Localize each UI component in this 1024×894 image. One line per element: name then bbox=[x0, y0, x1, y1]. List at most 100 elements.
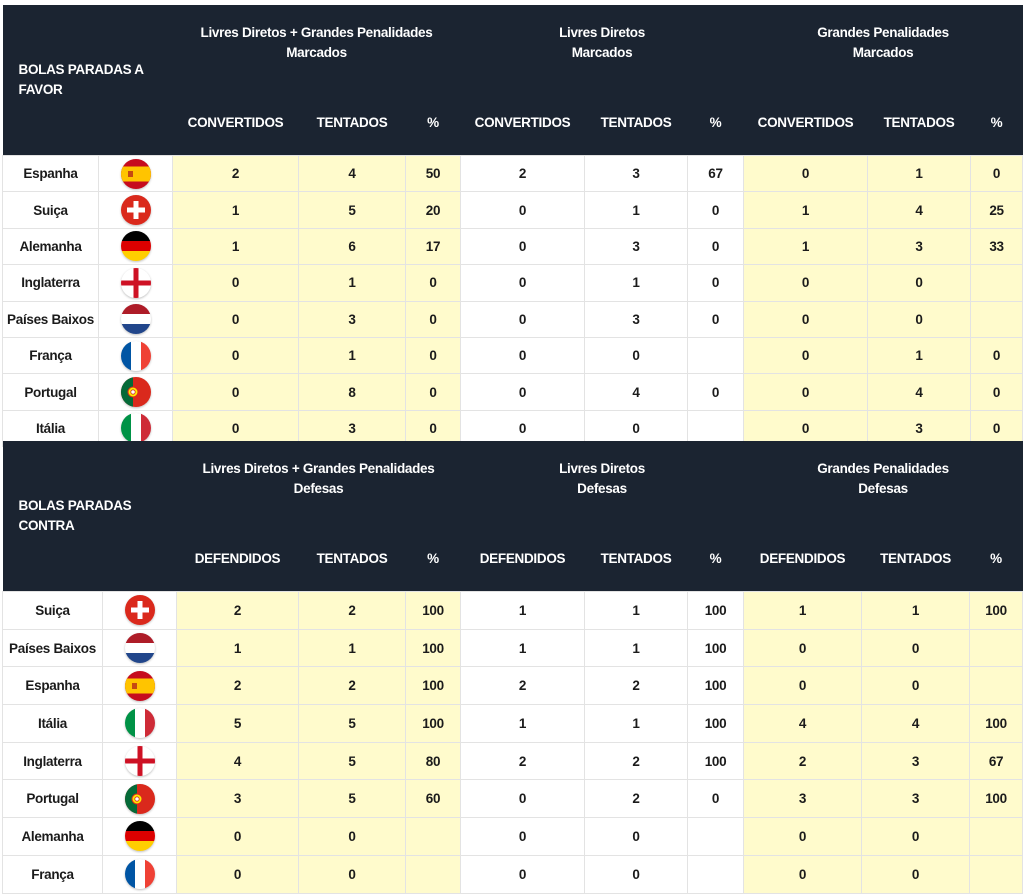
stat-cell: 3 bbox=[743, 779, 863, 819]
column-header: TENTADOS bbox=[298, 549, 406, 592]
stat-cell: 0 bbox=[970, 373, 1024, 411]
italy-flag-icon bbox=[120, 413, 151, 444]
stat-cell: 3 bbox=[584, 300, 688, 338]
column-header: TENTADOS bbox=[298, 113, 406, 156]
set-pieces-against-table: BOLAS PARADAS CONTRA Livres Diretos + Gr… bbox=[2, 441, 1024, 894]
stat-cell: 2 bbox=[584, 666, 688, 706]
table-title: BOLAS PARADAS CONTRA bbox=[2, 441, 177, 592]
flag-cell bbox=[98, 409, 173, 448]
team-name: Países Baixos bbox=[2, 628, 103, 668]
stat-cell: 0 bbox=[584, 854, 688, 894]
stat-cell bbox=[405, 817, 461, 856]
germany-flag-icon bbox=[124, 821, 155, 852]
spain-flag-icon bbox=[120, 158, 151, 189]
stat-cell: 100 bbox=[969, 704, 1024, 743]
stat-cell: 0 bbox=[584, 817, 688, 856]
stat-cell: 0 bbox=[686, 779, 745, 819]
switzerland-flag-icon bbox=[124, 595, 155, 626]
stat-cell: 0 bbox=[686, 191, 745, 229]
column-header: TENTADOS bbox=[861, 549, 970, 592]
set-pieces-for-table: BOLAS PARADAS A FAVOR Livres Diretos + G… bbox=[2, 5, 1024, 448]
stat-cell: 0 bbox=[861, 628, 971, 668]
group-header: Livres Diretos Defesas bbox=[460, 441, 744, 549]
stat-cell: 1 bbox=[743, 191, 869, 229]
stat-cell: 0 bbox=[686, 300, 745, 338]
stat-cell: 3 bbox=[584, 227, 688, 266]
stat-cell: 1 bbox=[584, 191, 688, 229]
stat-cell: 50 bbox=[405, 154, 461, 193]
flag-cell bbox=[102, 854, 177, 894]
table-row: França 0 1 0 0 0 0 1 0 bbox=[2, 336, 1024, 375]
stat-cell: 100 bbox=[686, 704, 745, 743]
table-row: Suiça 1 5 20 0 1 0 1 4 25 bbox=[2, 191, 1024, 229]
flag-cell bbox=[102, 817, 177, 856]
stat-cell: 100 bbox=[969, 591, 1024, 630]
flag-cell bbox=[98, 227, 173, 266]
stat-cell: 2 bbox=[743, 741, 863, 781]
stat-cell: 2 bbox=[584, 741, 688, 781]
stat-cell: 0 bbox=[686, 264, 745, 302]
stat-cell: 0 bbox=[460, 373, 585, 411]
column-header: % bbox=[970, 113, 1023, 156]
stat-cell: 100 bbox=[405, 666, 461, 706]
stat-cell: 6 bbox=[298, 227, 406, 266]
stat-cell: 0 bbox=[298, 817, 406, 856]
france-flag-icon bbox=[120, 340, 151, 371]
table-row: Portugal 0 8 0 0 4 0 0 4 0 bbox=[2, 373, 1024, 411]
stat-cell bbox=[686, 336, 745, 375]
column-header: DEFENDIDOS bbox=[460, 549, 585, 592]
stat-cell: 0 bbox=[460, 817, 585, 856]
stat-cell: 3 bbox=[176, 779, 299, 819]
column-header: TENTADOS bbox=[867, 113, 971, 156]
stat-cell: 80 bbox=[405, 741, 461, 781]
stat-cell: 100 bbox=[405, 704, 461, 743]
team-name: Espanha bbox=[2, 666, 103, 706]
stat-cell: 100 bbox=[686, 591, 745, 630]
stat-cell: 67 bbox=[686, 154, 745, 193]
table-row: Inglaterra 4 5 80 2 2 100 2 3 67 bbox=[2, 741, 1024, 781]
team-name: Inglaterra bbox=[2, 741, 103, 781]
team-name: Itália bbox=[2, 704, 103, 743]
stat-cell: 5 bbox=[298, 741, 406, 781]
stat-cell: 20 bbox=[405, 191, 461, 229]
column-header: % bbox=[687, 113, 744, 156]
stat-cell: 1 bbox=[743, 227, 869, 266]
table-row: Países Baixos 1 1 100 1 1 100 0 0 bbox=[2, 628, 1024, 668]
stat-cell: 0 bbox=[743, 854, 863, 894]
stat-cell bbox=[969, 628, 1024, 668]
group-header: Livres Diretos Marcados bbox=[460, 5, 744, 113]
stat-cell: 1 bbox=[584, 704, 688, 743]
group-header: Livres Diretos + Grandes Penalidades Marc… bbox=[172, 5, 461, 113]
column-header: DEFENDIDOS bbox=[743, 549, 862, 592]
stat-cell: 1 bbox=[584, 264, 688, 302]
portugal-flag-icon bbox=[120, 377, 151, 408]
stat-cell: 1 bbox=[460, 591, 585, 630]
stat-cell: 0 bbox=[861, 854, 971, 894]
flag-cell bbox=[98, 191, 173, 229]
team-name: Suiça bbox=[2, 591, 103, 630]
flag-cell bbox=[98, 300, 173, 338]
column-header: % bbox=[405, 549, 461, 592]
stat-cell: 2 bbox=[460, 741, 585, 781]
table-row: Espanha 2 4 50 2 3 67 0 1 0 bbox=[2, 154, 1024, 193]
stat-cell: 0 bbox=[686, 227, 745, 266]
stat-cell: 0 bbox=[405, 300, 461, 338]
stat-cell: 100 bbox=[405, 628, 461, 668]
team-name: Alemanha bbox=[2, 227, 99, 266]
flag-cell bbox=[98, 264, 173, 302]
stat-cell: 100 bbox=[405, 591, 461, 630]
team-name: Portugal bbox=[2, 373, 99, 411]
stat-cell: 0 bbox=[176, 854, 299, 894]
stat-cell: 2 bbox=[176, 591, 299, 630]
stat-cell: 67 bbox=[969, 741, 1024, 781]
stat-cell: 1 bbox=[298, 264, 406, 302]
stat-cell bbox=[686, 854, 745, 894]
stat-cell: 0 bbox=[176, 817, 299, 856]
stat-cell: 0 bbox=[460, 300, 585, 338]
stat-cell bbox=[686, 409, 745, 448]
germany-flag-icon bbox=[120, 231, 151, 262]
stat-cell: 0 bbox=[405, 336, 461, 375]
stat-cell: 3 bbox=[584, 154, 688, 193]
stat-cell: 1 bbox=[172, 191, 299, 229]
stat-cell: 1 bbox=[460, 628, 585, 668]
